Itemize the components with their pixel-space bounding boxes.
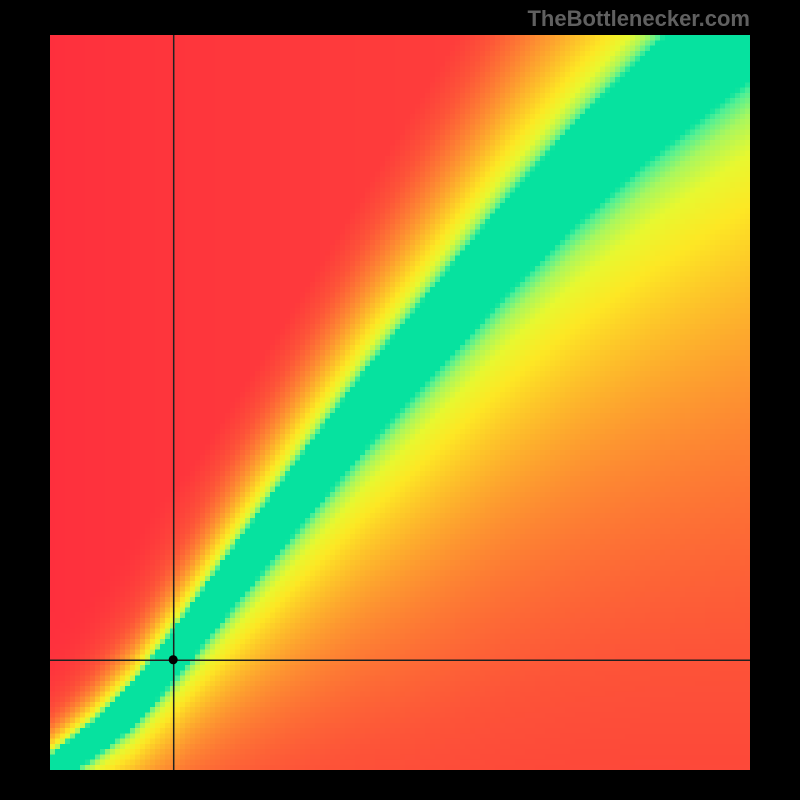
crosshair-overlay <box>50 35 750 770</box>
watermark-label: TheBottlenecker.com <box>527 6 750 32</box>
bottleneck-heatmap-container: TheBottlenecker.com <box>0 0 800 800</box>
